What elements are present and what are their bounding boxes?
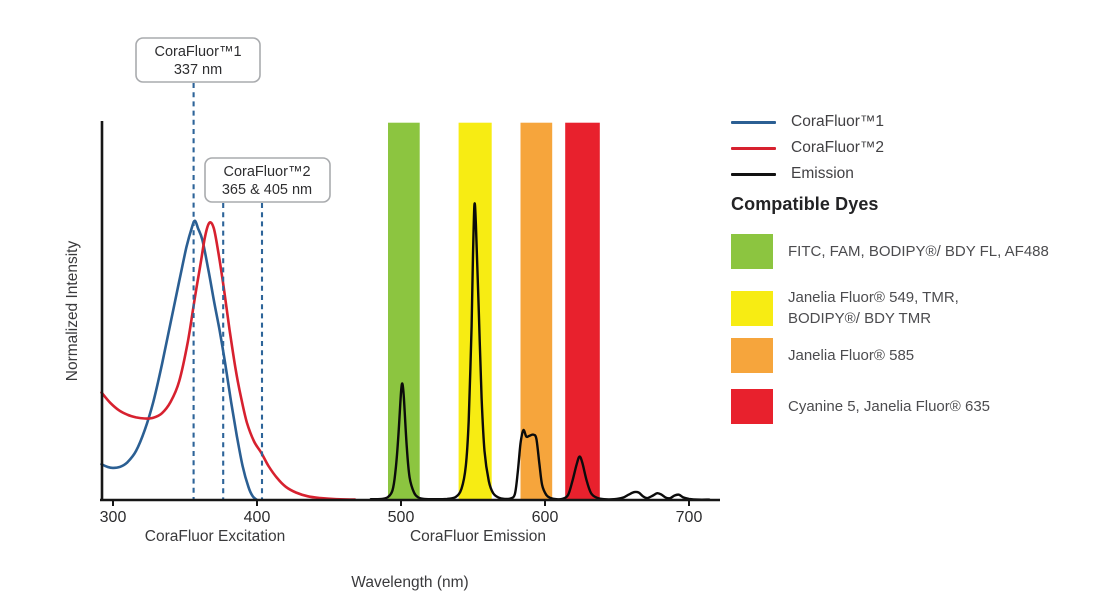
dye-label: Janelia Fluor® 585 [788,347,915,364]
x-axis-label: Wavelength (nm) [351,574,468,591]
dye-label: Cyanine 5, Janelia Fluor® 635 [788,398,991,415]
corafluor2-annotation-title: CoraFluor™2 [223,164,310,180]
axis-lines [100,121,720,502]
corafluor1-annotation-box [135,37,261,83]
legend-item-corafluor2: CoraFluor™2 [731,138,1103,158]
filter-band-3 [565,122,600,500]
legend-panel: CoraFluor™1 CoraFluor™2 Emission Compati… [731,112,1103,424]
corafluor2-annotation-box [204,157,331,203]
dye-row-red: Cyanine 5, Janelia Fluor® 635 [731,389,1103,424]
red-filter-swatch [731,389,773,424]
x-tick-label-300: 300 [100,509,127,526]
legend-item-emission: Emission [731,164,1103,184]
dye-row-yellow: Janelia Fluor® 549, TMR, BODIPY®/ BDY TM… [731,287,1103,329]
legend-item-corafluor1: CoraFluor™1 [731,112,1103,132]
corafluor1-line-swatch [731,120,776,124]
green-filter-swatch [731,234,773,269]
x-tick-label-400: 400 [244,509,271,526]
spectra-chart: 300 400 500 600 700 Normalized Intensity Cor… [64,37,720,591]
filter-band-0 [388,122,420,500]
yellow-filter-swatch [731,290,773,326]
guide-lines [192,83,264,500]
corafluor2-line-swatch [731,146,776,150]
corafluor2-annotation: CoraFluor™2 365 & 405 nm [204,157,331,203]
filter-bands [388,122,600,500]
legend-label: Emission [791,165,854,182]
legend-label: CoraFluor™2 [791,139,885,156]
emission-line-swatch [731,172,776,176]
dye-label: Janelia Fluor® 549, TMR, BODIPY®/ BDY TM… [788,289,959,327]
corafluor1-annotation-title: CoraFluor™1 [154,44,241,60]
series-emission [369,202,711,501]
x-tick-label-700: 700 [676,509,703,526]
x-tick-labels: 300 400 500 600 700 [100,509,703,526]
axes [100,121,720,506]
y-axis-label: Normalized Intensity [64,241,81,382]
x-tick-label-500: 500 [388,509,415,526]
corafluor1-annotation: CoraFluor™1 337 nm [135,37,261,83]
emission-region-label: CoraFluor Emission [410,528,546,545]
series-corafluor-2 [100,221,357,501]
corafluor2-annotation-value: 365 & 405 nm [222,182,312,198]
legend-label: CoraFluor™1 [791,113,885,130]
corafluor1-annotation-value: 337 nm [174,62,222,78]
dye-row-green: FITC, FAM, BODIPY®/ BDY FL, AF488 [731,234,1103,269]
orange-filter-swatch [731,338,773,373]
x-tick-marks [112,500,690,506]
excitation-region-label: CoraFluor Excitation [145,528,285,545]
dye-label: FITC, FAM, BODIPY®/ BDY FL, AF488 [788,243,1049,260]
x-tick-label-600: 600 [532,509,559,526]
dye-row-orange: Janelia Fluor® 585 [731,338,1103,373]
compatible-dyes-heading: Compatible Dyes [731,194,879,214]
filter-band-1 [458,122,492,500]
